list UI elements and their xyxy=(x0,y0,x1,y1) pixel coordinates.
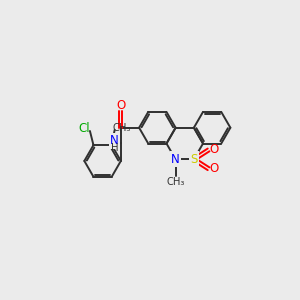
Text: N: N xyxy=(171,153,180,166)
Text: O: O xyxy=(209,143,218,156)
Text: O: O xyxy=(209,162,218,175)
Text: N: N xyxy=(110,134,119,147)
Text: CH₃: CH₃ xyxy=(167,177,185,187)
Text: Cl: Cl xyxy=(79,122,90,135)
Text: O: O xyxy=(116,100,125,112)
Text: S: S xyxy=(190,153,198,166)
Text: H: H xyxy=(111,143,119,153)
Text: CH₃: CH₃ xyxy=(113,123,131,133)
